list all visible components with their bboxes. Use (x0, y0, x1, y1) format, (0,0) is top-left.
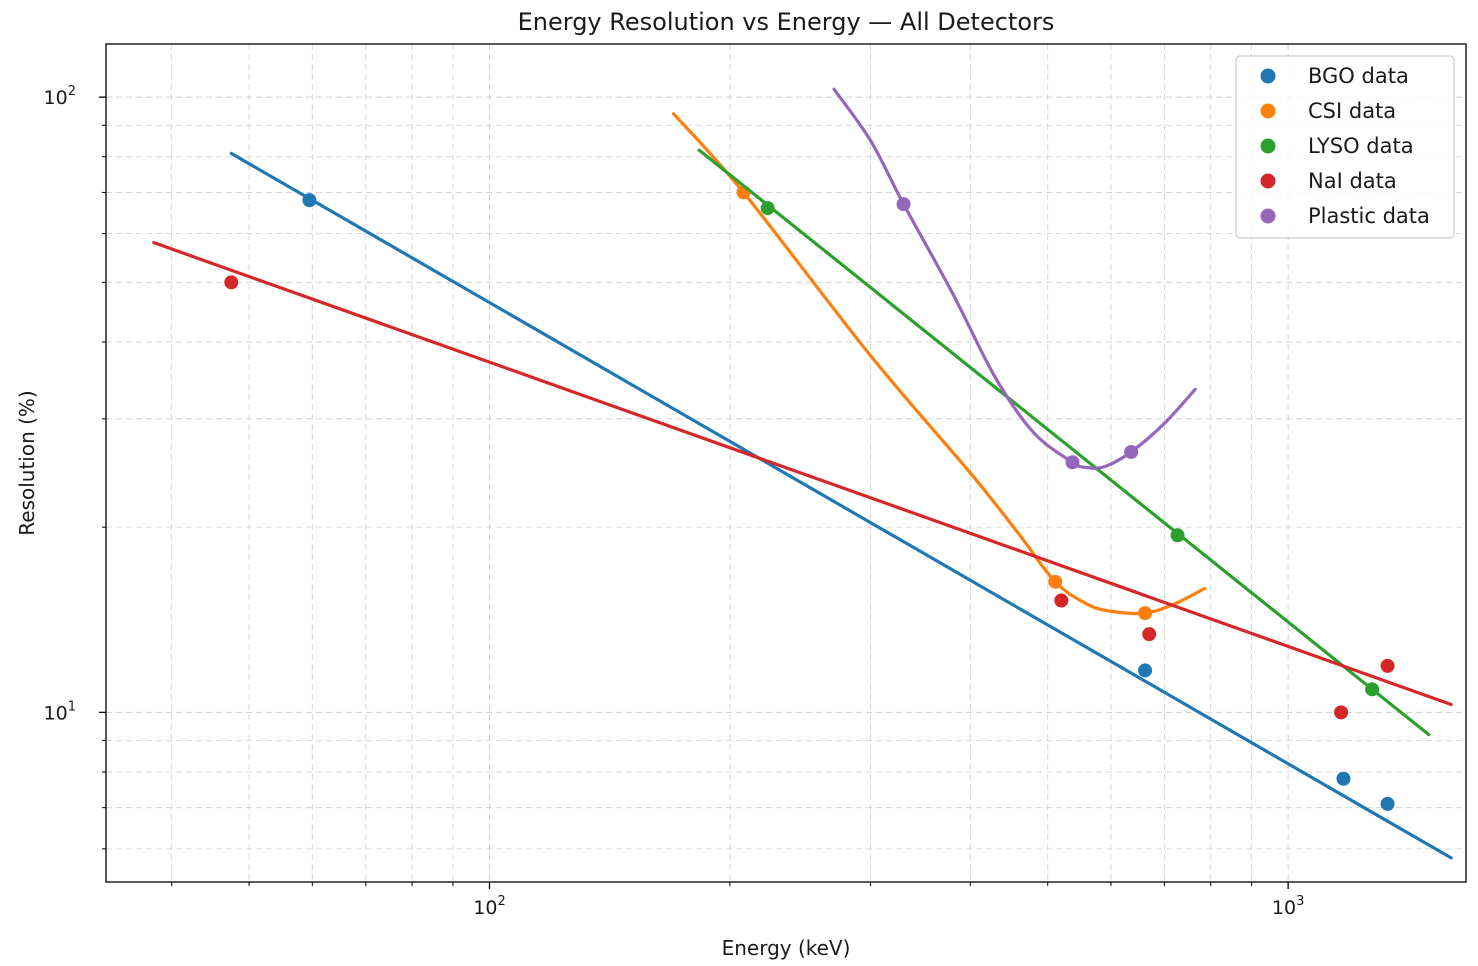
data-point-csi-data (1138, 606, 1153, 621)
fit-line-bgo-data (229, 151, 1453, 860)
fit-line-nai-data (152, 241, 1453, 707)
data-point-nai-data (224, 275, 239, 290)
plot-area (105, 43, 1467, 883)
data-point-bgo-data (1336, 771, 1351, 786)
series-nai-data (152, 241, 1453, 720)
series-plastic-data (832, 87, 1197, 470)
y-axis-label: Resolution (%) (15, 390, 39, 535)
legend-label-bgo-data: BGO data (1308, 64, 1409, 88)
data-point-lyso-data (760, 201, 775, 216)
y-tick-label: 102 (44, 84, 76, 109)
data-point-csi-data (1048, 574, 1063, 589)
data-point-plastic-data (1124, 444, 1139, 459)
legend-marker-bgo-data (1260, 68, 1276, 84)
data-point-bgo-data (1380, 796, 1395, 811)
data-point-nai-data (1054, 593, 1069, 608)
data-point-nai-data (1142, 627, 1157, 642)
legend-label-nai-data: NaI data (1308, 169, 1397, 193)
x-tick-label: 102 (473, 894, 505, 919)
data-point-plastic-data (896, 197, 911, 212)
fit-line-plastic-data (832, 87, 1197, 470)
data-point-bgo-data (302, 193, 317, 208)
data-point-lyso-data (1170, 528, 1185, 543)
x-tick-label: 103 (1272, 894, 1304, 919)
y-tick-exponent: 2 (68, 84, 76, 99)
y-tick-exponent: 1 (68, 699, 76, 714)
data-point-lyso-data (1365, 682, 1380, 697)
fit-line-lyso-data (697, 148, 1431, 737)
series-csi-data (671, 112, 1207, 621)
legend-label-csi-data: CSI data (1308, 99, 1396, 123)
data-point-plastic-data (1065, 455, 1080, 470)
legend-label-lyso-data: LYSO data (1308, 134, 1414, 158)
x-axis: 102 103 (171, 882, 1304, 919)
data-point-nai-data (1380, 658, 1395, 673)
y-tick-label: 101 (44, 699, 76, 724)
x-tick-exponent: 2 (497, 894, 505, 909)
fit-line-csi-data (671, 112, 1207, 616)
legend-marker-lyso-data (1260, 138, 1276, 154)
chart-title: Energy Resolution vs Energy — All Detect… (518, 8, 1055, 36)
x-axis-label: Energy (keV) (722, 936, 851, 960)
y-axis: 101 102 (44, 84, 106, 850)
legend-marker-csi-data (1260, 103, 1276, 119)
legend-box (1235, 55, 1455, 239)
series-bgo-data (229, 151, 1453, 860)
series-lyso-data (697, 148, 1431, 737)
legend-marker-nai-data (1260, 173, 1276, 189)
x-tick-exponent: 3 (1296, 894, 1304, 909)
data-point-bgo-data (1138, 663, 1153, 678)
legend-marker-plastic-data (1260, 208, 1276, 224)
legend: BGO data CSI data LYSO data NaI data Plastic… (1235, 55, 1455, 239)
series-layer (152, 87, 1453, 860)
legend-label-plastic-data: Plastic data (1308, 204, 1430, 228)
data-point-nai-data (1334, 705, 1349, 720)
